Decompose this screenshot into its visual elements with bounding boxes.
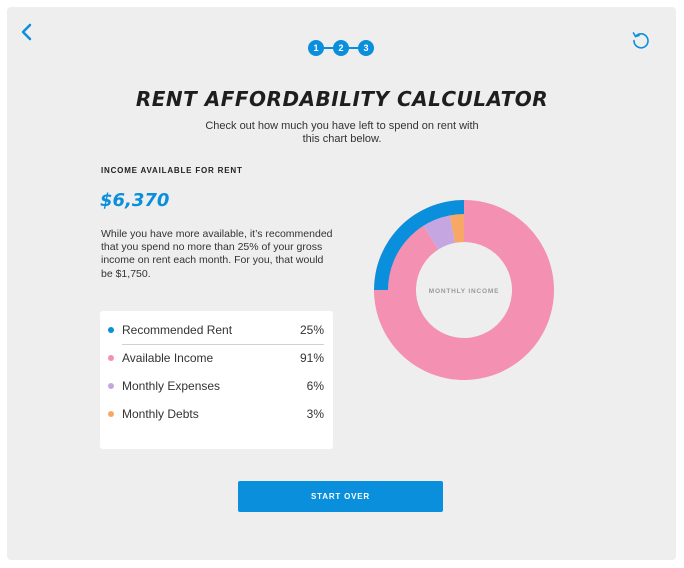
back-button[interactable] xyxy=(18,22,38,42)
step-indicator: 1 2 3 xyxy=(308,40,374,56)
step-1: 1 xyxy=(308,40,324,56)
page-title: RENT AFFORDABILITY CALCULATOR xyxy=(135,87,549,111)
income-section-label: INCOME AVAILABLE FOR RENT xyxy=(101,166,243,175)
legend-label: Monthly Expenses xyxy=(122,379,221,393)
calculator-card xyxy=(7,7,676,560)
reset-button[interactable] xyxy=(630,29,652,51)
income-amount: $6,370 xyxy=(100,190,170,211)
step-2: 2 xyxy=(333,40,349,56)
step-3: 3 xyxy=(358,40,374,56)
legend-label: Monthly Debts xyxy=(122,407,199,421)
legend-dot xyxy=(108,383,114,389)
legend-item-monthly-debts: Monthly Debts 3% xyxy=(108,404,324,424)
legend-item-recommended-rent: Recommended Rent 25% xyxy=(108,320,324,340)
legend-value: 6% xyxy=(306,379,324,393)
monthly-income-donut-chart: MONTHLY INCOME xyxy=(374,200,554,380)
legend-value: 25% xyxy=(299,323,324,337)
chart-center-label: MONTHLY INCOME xyxy=(429,288,499,295)
page-subtitle: Check out how much you have left to spen… xyxy=(205,120,479,145)
legend-item-available-income: Available Income 91% xyxy=(108,348,324,368)
legend-divider xyxy=(122,344,324,345)
legend-item-monthly-expenses: Monthly Expenses 6% xyxy=(108,376,324,396)
start-over-button[interactable]: START OVER xyxy=(238,481,443,512)
legend-value: 91% xyxy=(299,351,324,365)
income-description: While you have more available, it’s reco… xyxy=(101,228,333,280)
legend-dot xyxy=(108,411,114,417)
legend-label: Recommended Rent xyxy=(122,323,233,337)
chevron-left-icon xyxy=(21,23,32,41)
donut-slice-available-income xyxy=(374,200,554,380)
legend-dot xyxy=(108,355,114,361)
reset-icon xyxy=(632,32,649,49)
legend-label: Available Income xyxy=(122,351,214,365)
legend-dot xyxy=(108,327,114,333)
legend-card: Recommended Rent 25% Available Income 91… xyxy=(100,311,333,449)
donut-ring-recommended-rent xyxy=(374,200,464,290)
legend-value: 3% xyxy=(306,407,324,421)
